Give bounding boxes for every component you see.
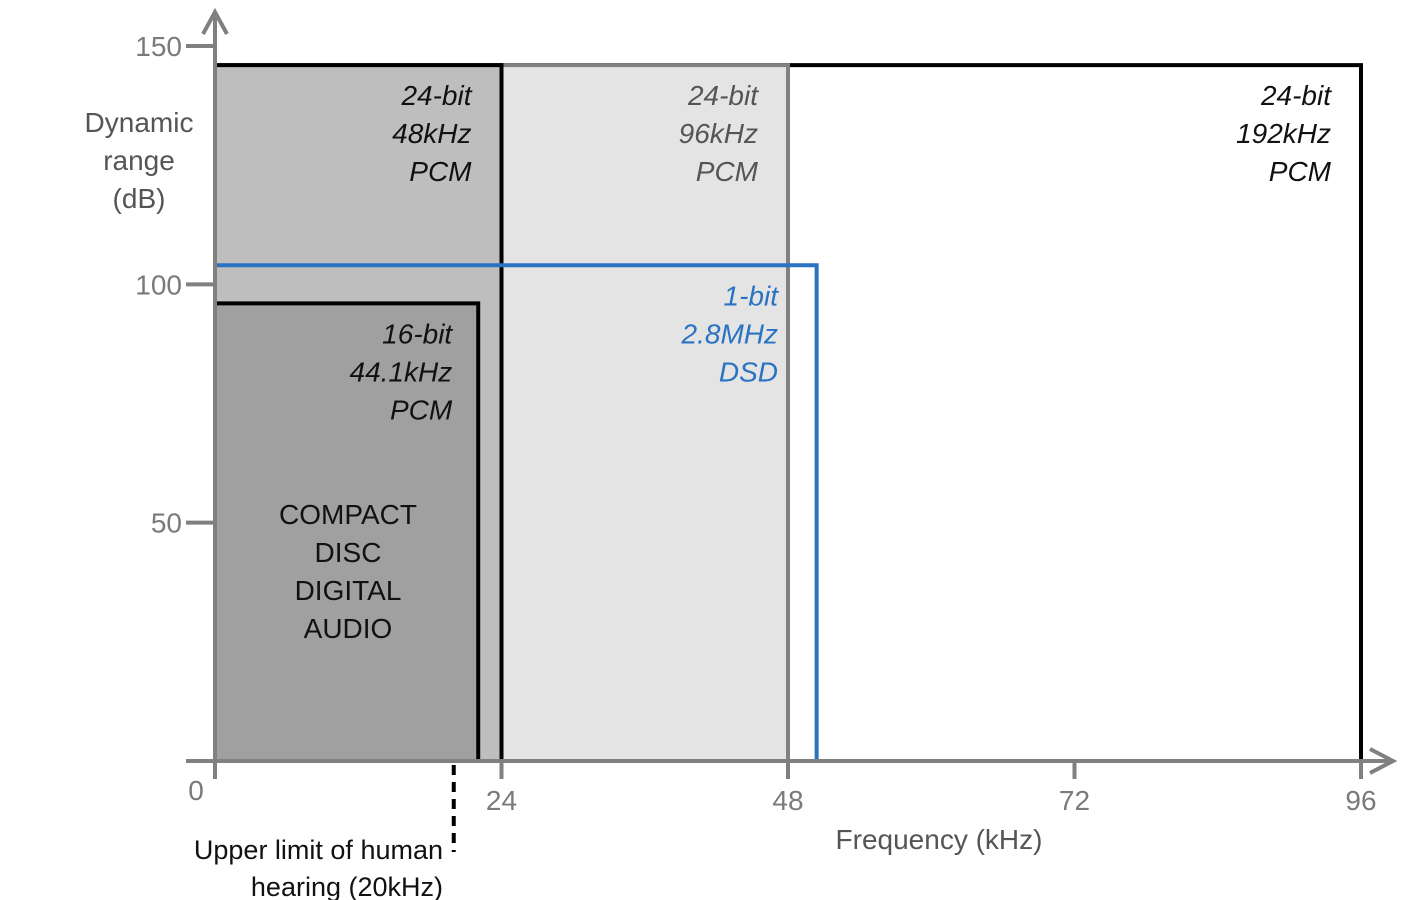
compact-disc-label: COMPACT DISC DIGITAL AUDIO — [279, 499, 417, 644]
x-axis-arrow — [1369, 747, 1398, 775]
dsd-1-2.8-label-line: DSD — [719, 356, 778, 387]
x-tick-label: 0 — [188, 775, 204, 806]
hearing-limit-marker: Upper limit of human hearing (20kHz) — [194, 765, 456, 900]
pcm-24-192-label-line: 24-bit — [1260, 80, 1332, 111]
dsd-1-2.8-label-line: 2.8MHz — [681, 318, 778, 349]
pcm-16-44-area — [215, 303, 479, 761]
pcm-16-44-outline — [215, 301, 481, 761]
hearing-limit-label-line: Upper limit of human — [194, 835, 443, 865]
pcm-24-48-label-line: 48kHz — [392, 118, 471, 149]
y-tick-label: 100 — [135, 269, 182, 300]
pcm-24-192-label-line: 192kHz — [1236, 118, 1331, 149]
x-axis-title: Frequency (kHz) — [836, 824, 1043, 855]
pcm-24-48-label-line: PCM — [409, 156, 472, 187]
cd-label-line: AUDIO — [304, 613, 393, 644]
pcm-16-44-label-line: 44.1kHz — [350, 356, 453, 387]
pcm-24-96-label-line: 24-bit — [687, 80, 759, 111]
x-tick-label: 96 — [1345, 785, 1376, 816]
y-tick-label: 50 — [151, 508, 182, 539]
x-tick-label: 48 — [772, 785, 803, 816]
dsd-1-2.8-outline — [215, 263, 819, 761]
cd-label-line: COMPACT — [279, 499, 417, 530]
format-labels: 24-bit 192kHz PCM 24-bit 96kHz PCM 24-bit 48kHz… — [350, 80, 1333, 425]
dsd-1-2.8-label-line: 1-bit — [724, 280, 780, 311]
pcm-24-48-outline — [215, 63, 504, 761]
pcm-24-48-label-line: 24-bit — [400, 80, 472, 111]
y-axis-title-line: range — [103, 145, 175, 176]
pcm-24-96-label-line: 96kHz — [679, 118, 758, 149]
x-tick-label: 24 — [486, 785, 517, 816]
y-axis-arrow — [201, 7, 229, 35]
format-regions — [215, 63, 1363, 762]
pcm-16-44-label-line: 16-bit — [382, 318, 453, 349]
cd-label-line: DISC — [315, 537, 382, 568]
pcm-16-44-label-line: PCM — [390, 394, 453, 425]
pcm-24-192-label-line: PCM — [1269, 156, 1332, 187]
hearing-limit-label-line: hearing (20kHz) — [251, 872, 443, 900]
pcm-24-96-label-line: PCM — [696, 156, 759, 187]
y-tick-label: 150 — [135, 31, 182, 62]
y-axis-title-line: (dB) — [113, 183, 166, 214]
cd-label-line: DIGITAL — [295, 575, 402, 606]
y-axis-title: Dynamic range (dB) — [85, 107, 194, 214]
axes: 0 24 48 72 96 50 100 150 — [135, 7, 1398, 816]
y-axis-title-line: Dynamic — [85, 107, 194, 138]
x-tick-label: 72 — [1059, 785, 1090, 816]
